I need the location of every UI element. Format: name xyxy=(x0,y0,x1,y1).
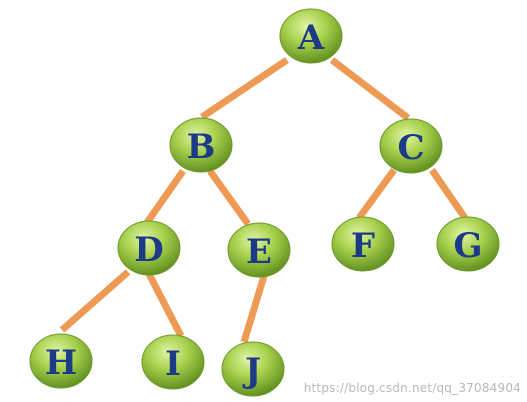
edge-b-e xyxy=(207,168,251,227)
watermark-url: https://blog.csdn.net/qq_37084904 xyxy=(303,381,521,395)
node-f-label: F xyxy=(351,226,375,266)
node-g-label: G xyxy=(453,226,482,266)
node-d-label: D xyxy=(134,230,163,270)
node-h-label: H xyxy=(45,343,77,383)
node-f: F xyxy=(331,216,395,272)
edge-a-c xyxy=(329,57,411,121)
node-a: A xyxy=(279,8,343,64)
node-i: I xyxy=(141,334,205,390)
tree-edges xyxy=(59,57,468,344)
edge-e-j xyxy=(240,274,268,344)
node-b: B xyxy=(169,117,233,173)
node-d: D xyxy=(117,220,181,276)
tree-nodes: A B C D E F G H xyxy=(29,8,500,397)
node-j: J xyxy=(221,341,285,397)
edge-c-g xyxy=(429,168,468,220)
node-e-label: E xyxy=(246,232,272,272)
node-g: G xyxy=(436,216,500,272)
node-b-label: B xyxy=(187,127,216,167)
edge-a-b xyxy=(200,57,289,120)
node-c: C xyxy=(379,118,443,174)
node-j-label: J xyxy=(242,351,261,391)
edge-d-h xyxy=(59,269,131,333)
edge-b-d xyxy=(143,168,186,227)
node-a-label: A xyxy=(297,18,325,58)
node-h: H xyxy=(29,333,93,389)
node-e: E xyxy=(227,222,291,278)
node-c-label: C xyxy=(397,128,424,168)
edge-d-i xyxy=(144,270,185,338)
edge-c-f xyxy=(356,167,397,221)
node-i-label: I xyxy=(165,344,181,384)
